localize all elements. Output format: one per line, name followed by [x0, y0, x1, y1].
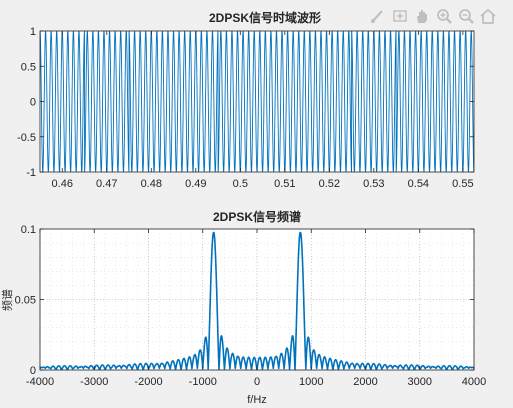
- data-cursor-icon[interactable]: [391, 7, 409, 25]
- home-icon[interactable]: [479, 7, 497, 25]
- time-domain-ticks: 0.46 0.47 0.48 0.49 0.5 0.51 0.52 0.53 0.54 0.55-…: [17, 26, 474, 190]
- x-tick-label: 3000: [408, 376, 432, 388]
- y-tick-label: 0.05: [15, 295, 36, 307]
- x-tick-label: 4000: [462, 376, 486, 388]
- x-tick-label: 0.5: [233, 178, 248, 190]
- time-domain-title: 2DPSK信号时域波形: [209, 10, 321, 25]
- y-tick-label: 0: [30, 365, 36, 377]
- spectrum-ticks: -4000 -3000 -2000 -1000 0 1000 2000 3000 4000 0 0.…: [15, 224, 487, 388]
- x-tick-label: -3000: [80, 376, 108, 388]
- zoom-in-icon[interactable]: [435, 7, 453, 25]
- spectrum-title: 2DPSK信号频谱: [213, 209, 301, 224]
- y-tick-label: 1: [30, 26, 36, 38]
- x-tick-label: 0.52: [319, 178, 340, 190]
- x-tick-label: 2000: [353, 376, 377, 388]
- spectrum-xlabel: f/Hz: [247, 394, 267, 406]
- x-tick-label: 0.55: [452, 178, 473, 190]
- x-tick-label: 0.49: [185, 178, 206, 190]
- x-tick-label: -2000: [134, 376, 162, 388]
- x-tick-label: 1000: [299, 376, 323, 388]
- y-tick-label: -0.5: [17, 132, 36, 144]
- x-tick-label: 0.51: [274, 178, 295, 190]
- x-tick-label: 0.54: [408, 178, 429, 190]
- figure-toolbar: [369, 7, 497, 25]
- brush-icon[interactable]: [369, 7, 387, 25]
- spectrum-ylabel: 频谱: [0, 289, 14, 311]
- spectrum-axes-box: [39, 228, 475, 371]
- x-tick-label: 0.47: [96, 178, 117, 190]
- x-tick-label: 0.48: [141, 178, 162, 190]
- y-tick-label: 0.1: [21, 224, 36, 236]
- y-tick-label: -1: [26, 167, 36, 179]
- spectrum-axes: 2DPSK信号频谱 -4000 -3000 -2000 -1000 0 1000 2000 3…: [0, 209, 486, 406]
- spectrum-series-line: [40, 231, 474, 370]
- time-domain-axes-box: [39, 30, 475, 173]
- x-tick-label: 0: [254, 376, 260, 388]
- x-tick-label: -1000: [189, 376, 217, 388]
- x-tick-label: -4000: [26, 376, 54, 388]
- time-domain-axes: 2DPSK信号时域波形 0.46 0.47 0.48 0.49 0.5 0.51 0.52 0…: [17, 10, 475, 190]
- y-tick-label: 0: [30, 97, 36, 109]
- time-domain-plot-area: [40, 31, 474, 172]
- x-tick-label: 0.46: [52, 178, 73, 190]
- y-tick-label: 0.5: [21, 61, 36, 73]
- zoom-out-icon[interactable]: [457, 7, 475, 25]
- pan-hand-icon[interactable]: [413, 7, 431, 25]
- x-tick-label: 0.53: [363, 178, 384, 190]
- spectrum-grid: [39, 228, 475, 371]
